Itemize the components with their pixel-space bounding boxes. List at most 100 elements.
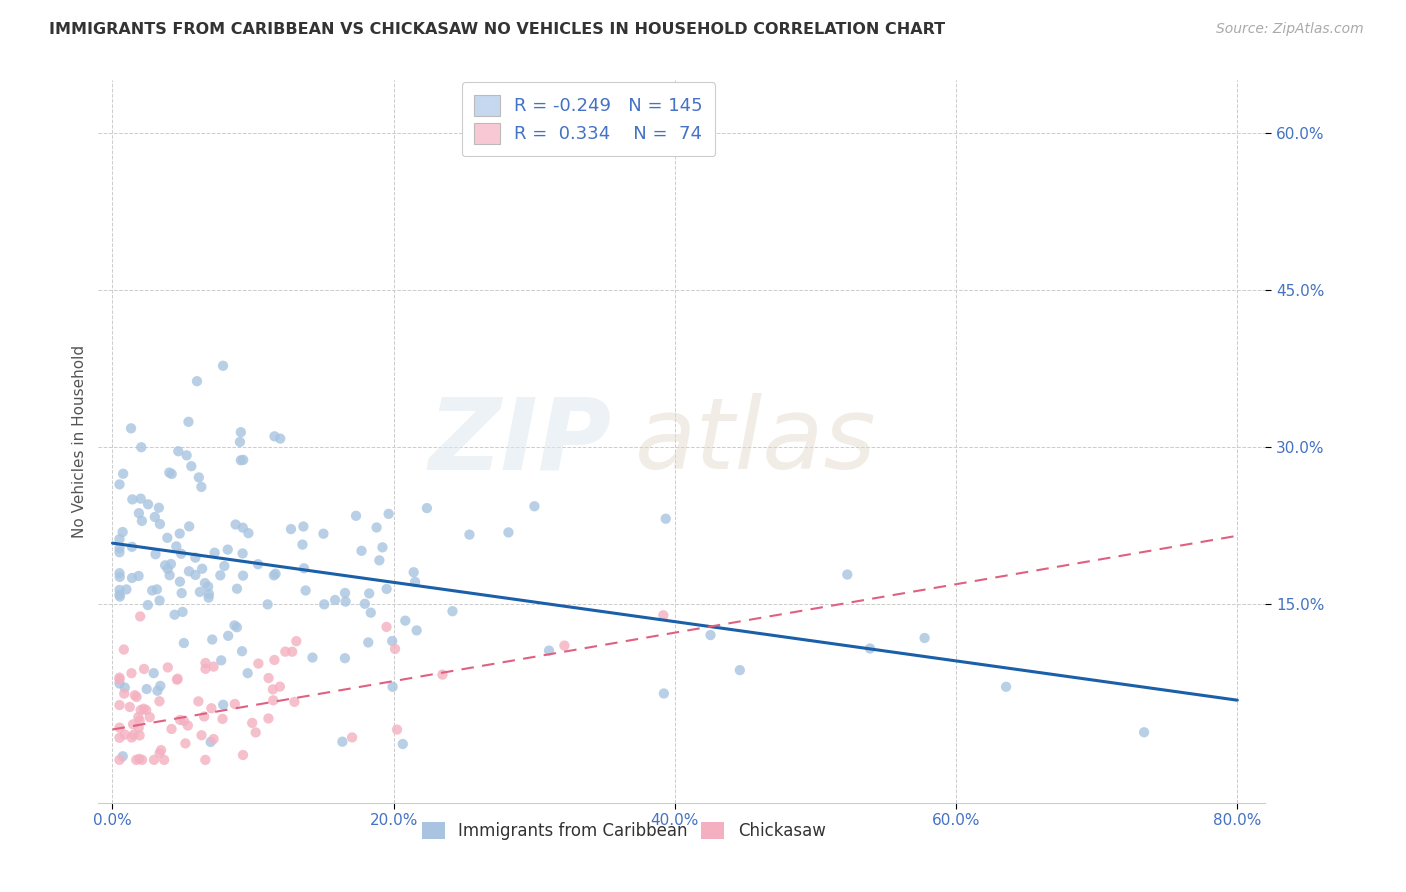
Point <box>108 570 131 584</box>
Point <box>118 700 141 714</box>
Point <box>405 624 427 638</box>
Point <box>333 586 356 600</box>
Point <box>240 715 263 730</box>
Point <box>332 735 354 749</box>
Point <box>294 583 316 598</box>
Point <box>340 731 363 745</box>
Point <box>212 698 235 712</box>
Point <box>231 644 253 658</box>
Point <box>114 728 136 742</box>
Point <box>198 587 221 601</box>
Point <box>229 453 252 467</box>
Point <box>188 585 211 599</box>
Point <box>121 571 143 585</box>
Point <box>108 532 131 546</box>
Point <box>122 728 145 742</box>
Point <box>350 543 373 558</box>
Point <box>128 752 150 766</box>
Point <box>128 506 150 520</box>
Legend: Immigrants from Caribbean, Chickasaw: Immigrants from Caribbean, Chickasaw <box>413 814 834 848</box>
Point <box>995 680 1018 694</box>
Point <box>121 540 143 554</box>
Point <box>176 448 198 462</box>
Point <box>120 421 142 435</box>
Point <box>257 671 280 685</box>
Point <box>177 415 200 429</box>
Point <box>458 527 481 541</box>
Point <box>165 540 187 554</box>
Point <box>148 593 170 607</box>
Point <box>143 753 166 767</box>
Point <box>194 662 217 676</box>
Point <box>128 728 150 742</box>
Point <box>146 582 169 597</box>
Point <box>129 703 152 717</box>
Point <box>128 721 150 735</box>
Point <box>136 497 159 511</box>
Point <box>160 557 183 571</box>
Point <box>314 598 336 612</box>
Point <box>135 703 157 717</box>
Point <box>131 514 153 528</box>
Point <box>262 693 284 707</box>
Point <box>166 672 188 686</box>
Point <box>217 542 239 557</box>
Point <box>125 753 148 767</box>
Point <box>652 686 675 700</box>
Text: Source: ZipAtlas.com: Source: ZipAtlas.com <box>1216 22 1364 37</box>
Point <box>163 607 186 622</box>
Text: IMMIGRANTS FROM CARIBBEAN VS CHICKASAW NO VEHICLES IN HOUSEHOLD CORRELATION CHAR: IMMIGRANTS FROM CARIBBEAN VS CHICKASAW N… <box>49 22 945 37</box>
Point <box>368 553 391 567</box>
Point <box>385 723 408 737</box>
Point <box>141 583 163 598</box>
Point <box>224 697 246 711</box>
Point <box>108 673 131 687</box>
Point <box>263 568 285 582</box>
Point <box>197 580 219 594</box>
Point <box>353 597 375 611</box>
Point <box>173 636 195 650</box>
Point <box>728 663 751 677</box>
Point <box>170 547 193 561</box>
Point <box>359 586 381 600</box>
Point <box>148 500 170 515</box>
Point <box>115 582 138 597</box>
Point <box>169 574 191 589</box>
Point <box>224 618 246 632</box>
Point <box>201 632 224 647</box>
Point <box>132 702 155 716</box>
Point <box>160 467 183 481</box>
Point <box>184 568 207 582</box>
Point <box>136 598 159 612</box>
Point <box>114 681 136 695</box>
Point <box>190 728 212 742</box>
Point <box>269 432 291 446</box>
Point <box>200 735 222 749</box>
Point <box>375 582 398 596</box>
Point <box>156 660 179 674</box>
Point <box>121 492 143 507</box>
Point <box>173 714 195 728</box>
Point <box>212 359 235 373</box>
Point <box>160 722 183 736</box>
Point <box>108 590 131 604</box>
Point <box>263 653 285 667</box>
Point <box>914 631 936 645</box>
Point <box>148 694 170 708</box>
Point <box>108 588 131 602</box>
Text: atlas: atlas <box>636 393 877 490</box>
Point <box>283 695 305 709</box>
Point <box>257 711 280 725</box>
Point <box>200 701 222 715</box>
Point <box>191 562 214 576</box>
Point <box>699 628 721 642</box>
Point <box>225 620 247 634</box>
Point <box>166 673 188 687</box>
Point <box>125 690 148 704</box>
Point <box>177 564 200 578</box>
Point <box>394 614 416 628</box>
Point <box>132 662 155 676</box>
Point <box>859 641 882 656</box>
Point <box>523 500 546 514</box>
Point <box>194 753 217 767</box>
